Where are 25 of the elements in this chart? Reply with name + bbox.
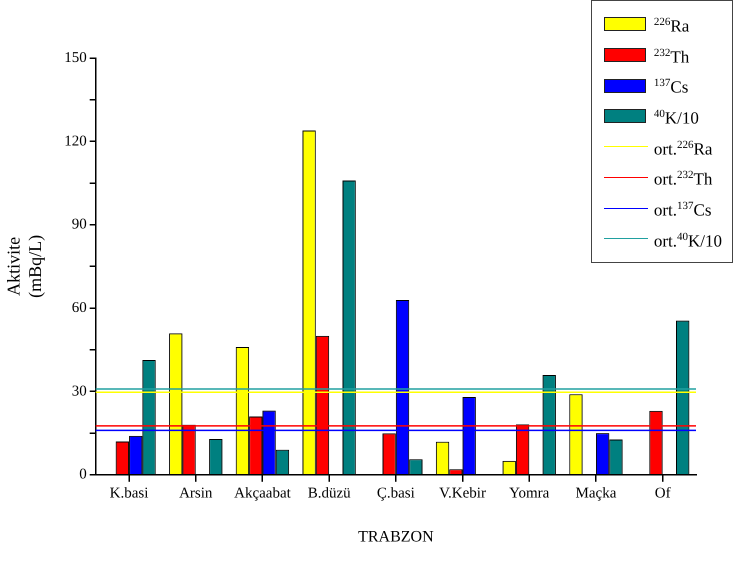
x-tick-label: Akçaabat	[234, 486, 292, 502]
y-tick-label: 0	[79, 466, 87, 483]
legend-label: $^{40}$K/10	[654, 106, 699, 130]
legend-label: $^{232}$Th	[654, 46, 690, 68]
x-tick-label: K.basi	[110, 486, 148, 502]
y-tick-label: 90	[72, 216, 87, 233]
x-tick-label: B.düzü	[308, 486, 352, 502]
x-tick-label: Ç.basi	[376, 486, 415, 502]
x-tick-label: Maçka	[576, 486, 617, 502]
legend-label: $^{137}$Cs	[654, 76, 688, 99]
y-tick-label: 120	[64, 133, 87, 150]
x-tick-label: Yomra	[509, 486, 550, 502]
x-tick-label: Of	[654, 486, 671, 502]
legend-label: $^{226}$Ra	[654, 15, 690, 38]
legend-label: ort.$^{226}$Ra	[654, 138, 712, 160]
legend-label: ort.$^{40}$K/10	[654, 230, 722, 252]
legend-label: ort.$^{137}$Cs	[654, 198, 712, 222]
y-axis-title: Aktivite (mBq/L)	[4, 234, 46, 298]
y-tick-label: 150	[64, 50, 87, 66]
x-tick-label: V.Kebir	[439, 486, 486, 502]
legend-label: ort.$^{232}$Th	[654, 168, 712, 191]
x-tick-label: Arsin	[179, 486, 213, 502]
y-tick-label: 60	[72, 300, 87, 316]
y-tick-label: 30	[72, 383, 87, 400]
x-axis-title: TRABZON	[358, 528, 434, 546]
